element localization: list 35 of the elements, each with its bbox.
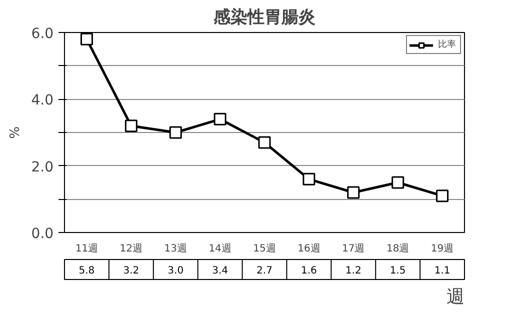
y-axis-title: %: [8, 126, 24, 139]
y-tick-label: 2.0: [31, 159, 54, 176]
x-tick-label: 18週: [386, 244, 410, 254]
point: [124, 120, 138, 132]
data-label: 3.0: [168, 266, 184, 276]
y-tick-label: 6.0: [31, 26, 54, 42]
point: [80, 32, 93, 46]
data-label: 3.4: [212, 266, 228, 276]
data-label: 1.6: [300, 266, 317, 276]
point: [258, 136, 271, 149]
x-tick-label: 15週: [253, 244, 276, 254]
data-label: 1.5: [390, 266, 406, 276]
data-label: 1.2: [345, 266, 362, 276]
point: [302, 172, 316, 186]
data-label: 5.8: [78, 266, 95, 276]
data-label: 2.7: [256, 266, 272, 276]
x-axis-title: 週: [446, 286, 464, 308]
x-tick-label: 16週: [298, 244, 320, 254]
x-tick-label: 13週: [164, 244, 187, 254]
point: [347, 186, 360, 199]
x-tick-label: 14週: [208, 244, 232, 254]
legend-label: 比率: [438, 38, 457, 51]
data-label: 1.1: [434, 266, 450, 276]
data-label: 3.2: [123, 266, 140, 276]
x-tick-label: 17週: [342, 244, 365, 254]
point: [392, 176, 404, 189]
x-tick-label: 11週: [75, 244, 98, 254]
point: [214, 112, 226, 126]
point: [169, 126, 182, 139]
point: [436, 190, 449, 202]
chart-title: 感染性胃腸炎: [212, 8, 316, 28]
y-tick-label: 4.0: [31, 92, 54, 109]
y-tick-label: 0.0: [31, 226, 54, 242]
x-tick-label: 12週: [120, 244, 143, 254]
x-tick-label: 19週: [430, 244, 454, 254]
